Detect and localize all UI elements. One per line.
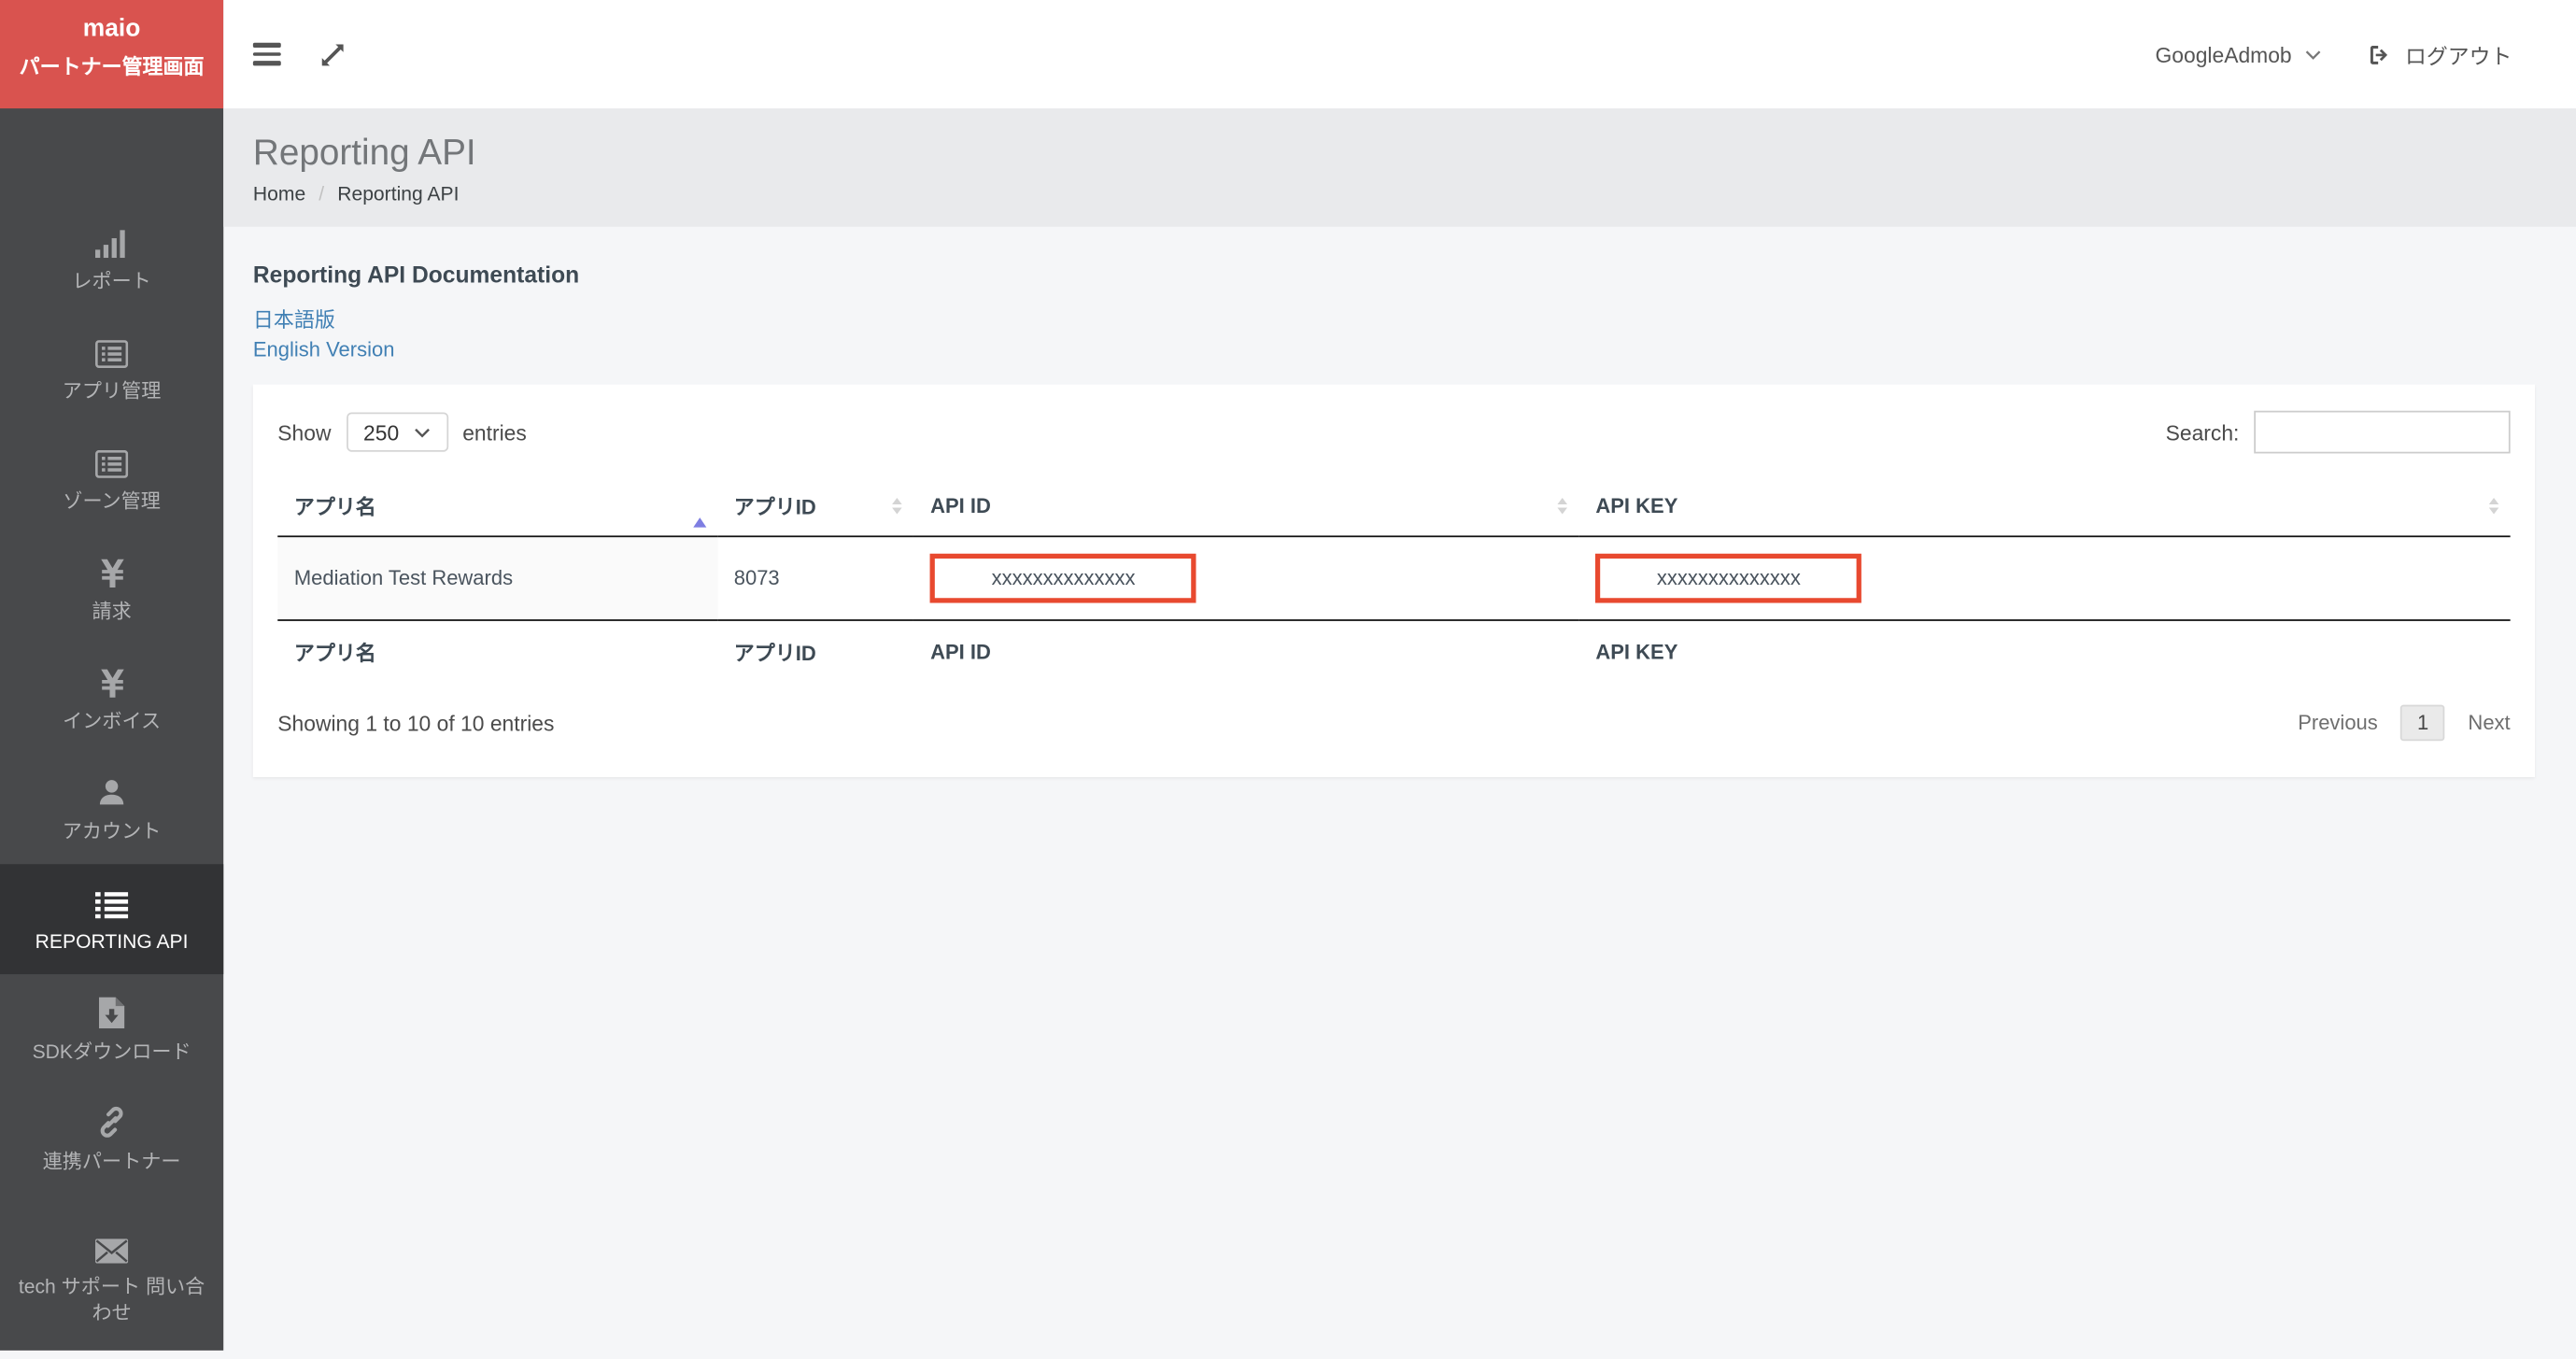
footer-app-id: アプリID xyxy=(717,619,914,682)
column-header-app-name[interactable]: アプリ名 xyxy=(277,474,718,538)
page-length-control: Show 250 entries xyxy=(277,412,527,452)
sort-both-icon xyxy=(1557,497,1568,514)
table-info: Showing 1 to 10 of 10 entries xyxy=(277,710,555,736)
th-list-icon xyxy=(95,883,129,919)
list-alt-icon xyxy=(95,443,129,479)
envelope-icon xyxy=(95,1227,129,1264)
footer-app-name: アプリ名 xyxy=(277,619,718,682)
top-navbar: GoogleAdmob ログアウト xyxy=(223,0,2576,109)
table-header-row: アプリ名 アプリID API ID xyxy=(277,474,2511,538)
sidebar-item-label: レポート xyxy=(72,270,151,293)
sign-out-icon xyxy=(2370,45,2388,64)
show-label: Show xyxy=(277,419,332,445)
sidebar-item-billing[interactable]: 請求 xyxy=(0,534,223,644)
user-icon xyxy=(97,772,127,809)
cell-api-id: xxxxxxxxxxxxxx xyxy=(913,536,1578,620)
fullscreen-expand-icon[interactable] xyxy=(320,42,345,66)
sidebar-item-label: アプリ管理 xyxy=(62,380,162,403)
sidebar-item-label: REPORTING API xyxy=(35,930,189,954)
pagination-previous-button[interactable]: Previous xyxy=(2298,711,2378,735)
entries-label: entries xyxy=(462,419,527,445)
list-alt-icon xyxy=(95,333,129,369)
table-controls: Show 250 entries Search: xyxy=(277,410,2511,454)
sidebar-item-label: 請求 xyxy=(92,600,132,624)
table-row: Mediation Test Rewards 8073 xxxxxxxxxxxx… xyxy=(277,536,2510,620)
sidebar-item-label: tech サポート 問い合わせ xyxy=(18,1274,205,1324)
pagination-page-1-button[interactable]: 1 xyxy=(2400,704,2445,742)
sidebar-item-label: 連携パートナー xyxy=(42,1150,181,1174)
doc-link-japanese[interactable]: 日本語版 xyxy=(252,308,335,333)
sidebar-item-label: アカウント xyxy=(62,820,162,844)
column-header-api-id[interactable]: API ID xyxy=(913,474,1579,538)
yen-icon xyxy=(99,553,123,589)
account-dropdown[interactable]: GoogleAdmob xyxy=(2155,42,2321,66)
footer-api-id: API ID xyxy=(913,619,1579,682)
search-label: Search: xyxy=(2165,419,2240,445)
sort-asc-icon xyxy=(692,493,706,527)
breadcrumb-home-link[interactable]: Home xyxy=(252,182,306,206)
breadcrumb-separator: / xyxy=(318,182,325,206)
doc-link-english[interactable]: English Version xyxy=(252,338,395,361)
page-length-select[interactable]: 250 xyxy=(346,412,448,452)
logo-subtitle: パートナー管理画面 xyxy=(19,55,205,79)
sidebar-item-invoice[interactable]: インボイス xyxy=(0,644,223,755)
pagination-next-button[interactable]: Next xyxy=(2468,711,2511,735)
page-title: Reporting API xyxy=(252,131,476,173)
search-input[interactable] xyxy=(2254,410,2511,454)
api-key-highlight-box: xxxxxxxxxxxxxx xyxy=(1595,553,1862,603)
column-header-app-id[interactable]: アプリID xyxy=(717,474,914,538)
cell-app-id: 8073 xyxy=(733,566,780,590)
yen-icon xyxy=(99,663,123,700)
sort-both-icon xyxy=(2488,497,2499,514)
table-footer-bar: Showing 1 to 10 of 10 entries Previous 1… xyxy=(277,704,2511,742)
content: Reporting API Documentation 日本語版 English… xyxy=(223,262,2576,777)
sidebar-item-tech-support[interactable]: tech サポート 問い合わせ xyxy=(0,1195,223,1359)
menu-toggle-icon[interactable] xyxy=(252,43,281,65)
sort-both-icon xyxy=(892,497,903,514)
file-download-icon xyxy=(99,993,125,1029)
api-id-highlight-box: xxxxxxxxxxxxxx xyxy=(930,553,1197,603)
app-logo: maio パートナー管理画面 xyxy=(0,0,224,109)
logout-label: ログアウト xyxy=(2405,43,2512,68)
sidebar-item-report[interactable]: レポート xyxy=(0,204,223,314)
sidebar-item-app-management[interactable]: アプリ管理 xyxy=(0,314,223,424)
account-name: GoogleAdmob xyxy=(2155,41,2292,67)
sidebar-nav: レポート アプリ管理 ゾーン管理 請求 xyxy=(0,108,224,1359)
cell-api-key: xxxxxxxxxxxxxx xyxy=(1579,536,2511,620)
chevron-down-icon xyxy=(414,428,430,437)
bar-chart-icon xyxy=(95,222,128,259)
footer-api-key: API KEY xyxy=(1578,619,2511,682)
sidebar-item-reporting-api[interactable]: REPORTING API xyxy=(0,864,224,975)
cell-app-name: Mediation Test Rewards xyxy=(277,536,718,620)
breadcrumb-current: Reporting API xyxy=(337,182,460,206)
column-header-api-key[interactable]: API KEY xyxy=(1578,474,2511,538)
breadcrumb: Home / Reporting API xyxy=(253,183,2546,206)
sidebar-item-label: インボイス xyxy=(63,710,162,734)
logo-title: maio xyxy=(82,14,141,43)
search-control: Search: xyxy=(2165,410,2511,454)
sidebar-item-zone-management[interactable]: ゾーン管理 xyxy=(0,424,223,534)
chevron-down-icon xyxy=(2305,50,2321,60)
reporting-api-table: アプリ名 アプリID API ID xyxy=(277,474,2511,682)
sidebar: maio パートナー管理画面 レポート アプリ管理 ゾーン管理 xyxy=(0,0,224,1351)
link-icon xyxy=(95,1103,128,1140)
datatable-panel: Show 250 entries Search: xyxy=(252,384,2536,777)
sidebar-item-partners[interactable]: 連携パートナー xyxy=(0,1084,223,1195)
sidebar-item-sdk-download[interactable]: SDKダウンロード xyxy=(0,974,223,1084)
sidebar-item-label: ゾーン管理 xyxy=(63,489,161,514)
sidebar-item-account[interactable]: アカウント xyxy=(0,754,223,864)
main-area: GoogleAdmob ログアウト Reporting API Home / R… xyxy=(223,0,2576,1351)
pagination: Previous 1 Next xyxy=(2298,704,2511,742)
doc-heading: Reporting API Documentation xyxy=(252,261,580,288)
page-length-value: 250 xyxy=(363,419,400,445)
page-header: Reporting API Home / Reporting API xyxy=(223,108,2576,227)
table-footer-row: アプリ名 アプリID API ID API KEY xyxy=(277,619,2511,682)
logout-button[interactable]: ログアウト xyxy=(2368,38,2512,69)
sidebar-item-label: SDKダウンロード xyxy=(32,1040,191,1064)
